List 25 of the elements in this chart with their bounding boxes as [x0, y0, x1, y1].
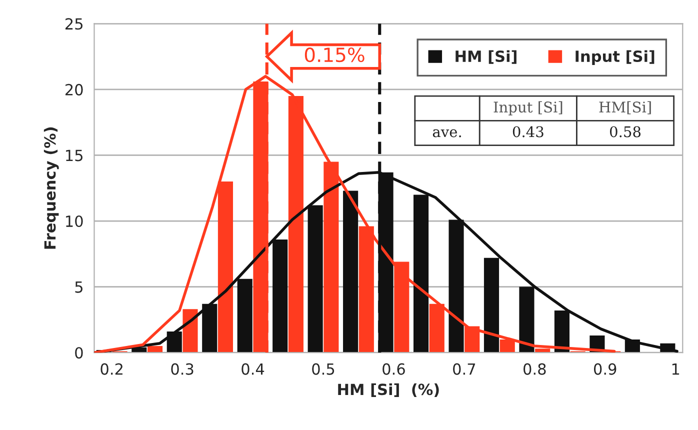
annotation: 0.15%: [304, 47, 364, 62]
x-tick-label: 0.3: [171, 363, 194, 375]
annotation: HM[Si]: [599, 101, 651, 114]
x-tick-label: 0.6: [382, 363, 405, 375]
legend-label: Input [Si]: [576, 50, 654, 65]
legend-label: HM [Si]: [456, 50, 516, 64]
x-axis-title: HM [Si] (%): [338, 383, 439, 397]
y-tick-label: 5: [75, 281, 82, 293]
y-axis-title: Frequency (%): [44, 127, 59, 249]
annotation: 0.43: [512, 126, 544, 138]
x-tick-label: 0.9: [594, 363, 616, 375]
x-tick-label: 0.4: [242, 363, 264, 375]
y-tick-label: 0: [75, 347, 83, 359]
x-tick-label: 0.7: [453, 363, 476, 375]
x-tick-label: 1: [672, 363, 680, 375]
x-tick-label: 0.5: [312, 363, 334, 375]
y-tick-label: 25: [65, 18, 82, 30]
annotation: ave.: [432, 129, 462, 138]
y-tick-label: 10: [66, 215, 83, 228]
x-tick-label: 0.8: [524, 363, 546, 375]
annotation: 0.58: [610, 126, 641, 138]
y-tick-label: 20: [65, 84, 83, 96]
annotation: Input [Si]: [494, 101, 562, 116]
y-tick-label: 15: [66, 150, 82, 162]
x-tick-label: 0.2: [100, 363, 122, 375]
